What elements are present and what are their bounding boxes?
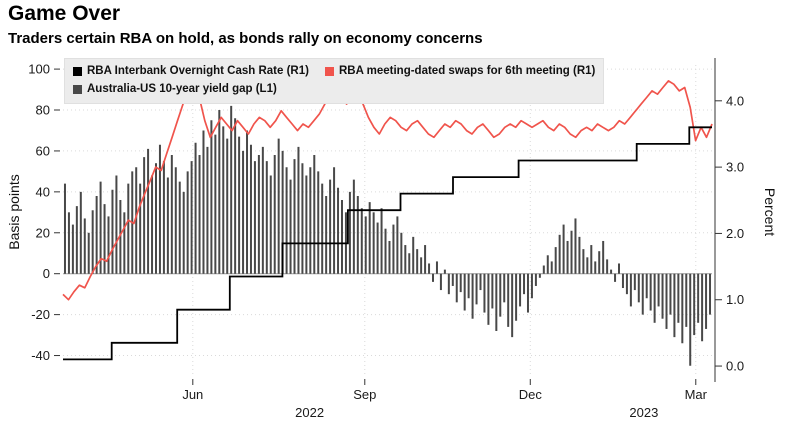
- left-tick-label: 0: [43, 266, 50, 281]
- month-label: Jun: [182, 387, 203, 402]
- right-axis-title: Percent: [762, 187, 778, 237]
- right-axis: 4.0 3.0 2.0 1.0 0.0: [714, 58, 744, 382]
- chart-subtitle: Traders certain RBA on hold, as bonds ra…: [8, 30, 483, 47]
- swaps-line: [62, 80, 713, 301]
- cash-rate-swatch: [73, 67, 82, 77]
- left-axis-title: Basis points: [6, 174, 22, 250]
- left-tick-label: -20: [31, 307, 50, 322]
- left-tick-label: 40: [36, 184, 50, 199]
- left-axis: 100 80 60 40 20 0 -20 -40: [28, 62, 60, 363]
- right-tick-label: 1.0: [726, 292, 744, 307]
- chart-area: Basis points Percent RBA Interbank Overn…: [0, 55, 790, 421]
- month-label: Sep: [353, 387, 376, 402]
- yield-gap-swatch: [73, 85, 82, 95]
- right-tick-label: 4.0: [726, 93, 744, 108]
- legend-item-yield-gap: Australia-US 10-year yield gap (L1): [73, 81, 277, 99]
- legend-row-1: RBA Interbank Overnight Cash Rate (R1) R…: [73, 63, 595, 81]
- bottom-axis: Jun Sep Dec Mar 2022 2023: [182, 379, 708, 420]
- left-tick-label: 60: [36, 143, 50, 158]
- legend-label-yield-gap: Australia-US 10-year yield gap (L1): [87, 82, 277, 95]
- year-label: 2022: [295, 405, 324, 420]
- month-label: Dec: [519, 387, 543, 402]
- legend-item-swaps: RBA meeting-dated swaps for 6th meeting …: [324, 63, 596, 81]
- legend-label-swaps: RBA meeting-dated swaps for 6th meeting …: [338, 65, 596, 77]
- left-tick-label: 80: [36, 103, 50, 118]
- left-tick-label: -40: [31, 348, 50, 363]
- swaps-swatch: [324, 67, 334, 77]
- legend-item-cash-rate: RBA Interbank Overnight Cash Rate (R1): [73, 63, 309, 81]
- left-tick-label: 20: [36, 225, 50, 240]
- right-tick-label: 3.0: [726, 160, 744, 175]
- right-tick-label: 0.0: [726, 359, 744, 374]
- cash-rate-step-line: [63, 126, 712, 361]
- chart-canvas: 100 80 60 40 20 0 -20 -40 4.0 3.0 2.0 1.0 0.0 Jun Sep D…: [28, 58, 744, 420]
- right-tick-label: 2.0: [726, 226, 744, 241]
- chart-legend: RBA Interbank Overnight Cash Rate (R1) R…: [64, 58, 605, 104]
- month-label: Mar: [685, 387, 708, 402]
- legend-label-cash-rate: RBA Interbank Overnight Cash Rate (R1): [87, 65, 309, 77]
- yield-gap-bars: [63, 105, 712, 366]
- year-label: 2023: [629, 405, 658, 420]
- left-tick-label: 100: [28, 62, 50, 77]
- legend-row-2: Australia-US 10-year yield gap (L1): [73, 81, 595, 99]
- chart-title: Game Over: [8, 2, 121, 25]
